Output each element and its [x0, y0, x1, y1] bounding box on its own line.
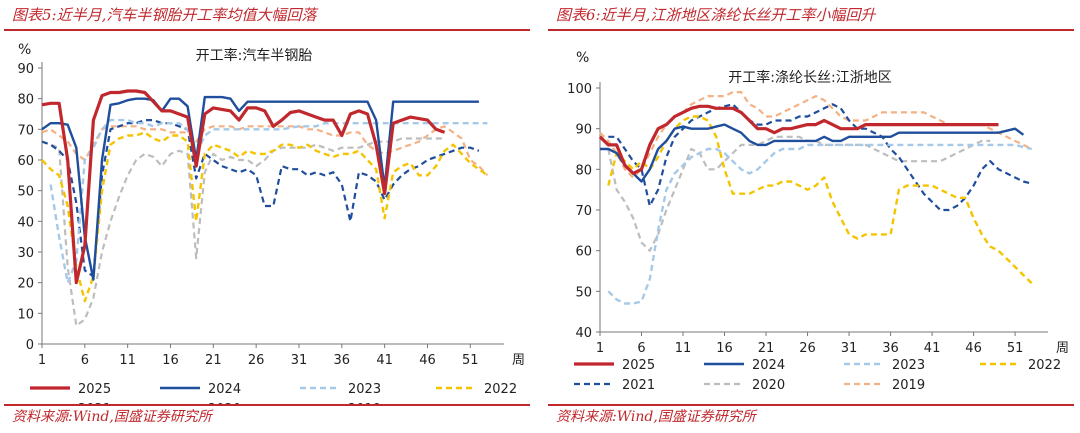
y-tick-label: 40: [17, 215, 34, 230]
x-tick-label: 21: [758, 341, 775, 356]
top-rule: [4, 29, 530, 31]
right-panel: 图表6:近半月,江浙地区涤纶长丝开工率小幅回升 开工率:涤纶长丝:江浙地区% 40…: [548, 0, 1074, 433]
y-tick-label: 70: [575, 204, 592, 219]
legend-label: 2021: [78, 402, 111, 404]
x-tick-label: 16: [716, 341, 733, 356]
bottom-rule: [548, 404, 1074, 406]
x-tick-label: 11: [119, 353, 136, 368]
x-tick-label: 46: [419, 353, 436, 368]
x-tick-label: 46: [965, 341, 982, 356]
series-line-2020: [41, 137, 445, 327]
legend-label: 2025: [78, 382, 111, 397]
x-tick-label: 36: [882, 341, 899, 356]
series-line-2024: [41, 95, 479, 281]
y-tick-label: 10: [17, 307, 34, 322]
y-tick-label: 90: [17, 62, 34, 77]
y-tick-label: 30: [17, 246, 34, 261]
series-line-2023: [49, 118, 488, 284]
series-line-2022: [607, 115, 1033, 285]
y-tick-label: 80: [17, 93, 34, 108]
left-panel: 图表5:近半月,汽车半钢胎开工率均值大幅回落 开工率:汽车半钢胎% 0 10 20 30…: [4, 0, 530, 433]
y-unit-label: %: [18, 42, 31, 58]
y-tick-label: 50: [17, 185, 34, 200]
x-tick-label: 1: [596, 341, 604, 356]
chart-title: 开工率:涤纶长丝:江浙地区: [728, 69, 891, 86]
legend-label: 2024: [752, 358, 785, 373]
x-tick-label: 6: [81, 353, 89, 368]
series-line-2021: [41, 119, 480, 278]
x-tick-label: 16: [162, 353, 179, 368]
legend-label: 2019: [892, 378, 925, 393]
legend-label: 2023: [892, 358, 925, 373]
x-tick-label: 51: [1007, 341, 1024, 356]
legend-label: 2019: [348, 402, 381, 404]
series-line-2023: [607, 143, 1032, 305]
x-tick-label: 31: [841, 341, 858, 356]
chart-title: 开工率:汽车半钢胎: [196, 47, 313, 64]
legend-label: 2020: [208, 402, 241, 404]
x-tick-label: 41: [924, 341, 941, 356]
x-tick-label: 36: [334, 353, 351, 368]
legend-label: 2025: [622, 358, 655, 373]
x-tick-label: 31: [291, 353, 308, 368]
panel-title: 图表6:近半月,江浙地区涤纶长丝开工率小幅回升: [556, 6, 876, 24]
y-tick-label: 0: [26, 338, 34, 353]
y-tick-label: 80: [575, 163, 592, 178]
series-line-2019: [41, 125, 489, 177]
source-note: 资料来源:Wind,国盛证券研究所: [12, 409, 212, 425]
x-unit-label: 周: [1056, 341, 1069, 356]
series-line-2024: [600, 123, 1025, 183]
y-tick-label: 70: [17, 123, 34, 138]
x-tick-label: 1: [38, 353, 46, 368]
x-tick-label: 26: [248, 353, 265, 368]
y-tick-label: 20: [17, 277, 34, 292]
bottom-rule: [4, 404, 530, 406]
y-tick-label: 90: [575, 123, 592, 138]
legend-label: 2022: [484, 382, 517, 397]
x-tick-label: 41: [376, 353, 393, 368]
legend-label: 2024: [208, 382, 241, 397]
x-tick-label: 11: [675, 341, 692, 356]
series-line-2025: [41, 89, 446, 285]
series-line-2022: [41, 131, 489, 303]
legend-label: 2022: [1028, 358, 1061, 373]
x-tick-label: 6: [637, 341, 645, 356]
y-tick-label: 100: [567, 82, 592, 97]
y-tick-label: 50: [575, 285, 592, 300]
legend-label: 2020: [752, 378, 785, 393]
top-rule: [548, 29, 1074, 31]
y-tick-label: 60: [17, 154, 34, 169]
series-line-2025: [598, 104, 999, 175]
x-unit-label: 周: [512, 353, 525, 368]
x-tick-label: 21: [205, 353, 222, 368]
series-line-2020: [607, 135, 991, 252]
y-unit-label: %: [576, 50, 589, 66]
x-tick-label: 26: [799, 341, 816, 356]
legend-label: 2023: [348, 382, 381, 397]
panel-title: 图表5:近半月,汽车半钢胎开工率均值大幅回落: [12, 6, 317, 24]
y-tick-label: 60: [575, 245, 592, 260]
x-tick-label: 51: [462, 353, 479, 368]
source-note: 资料来源:Wind,国盛证券研究所: [556, 409, 756, 425]
legend-label: 2021: [622, 378, 655, 393]
y-tick-label: 40: [575, 326, 592, 341]
series-line-2021: [608, 103, 1032, 212]
